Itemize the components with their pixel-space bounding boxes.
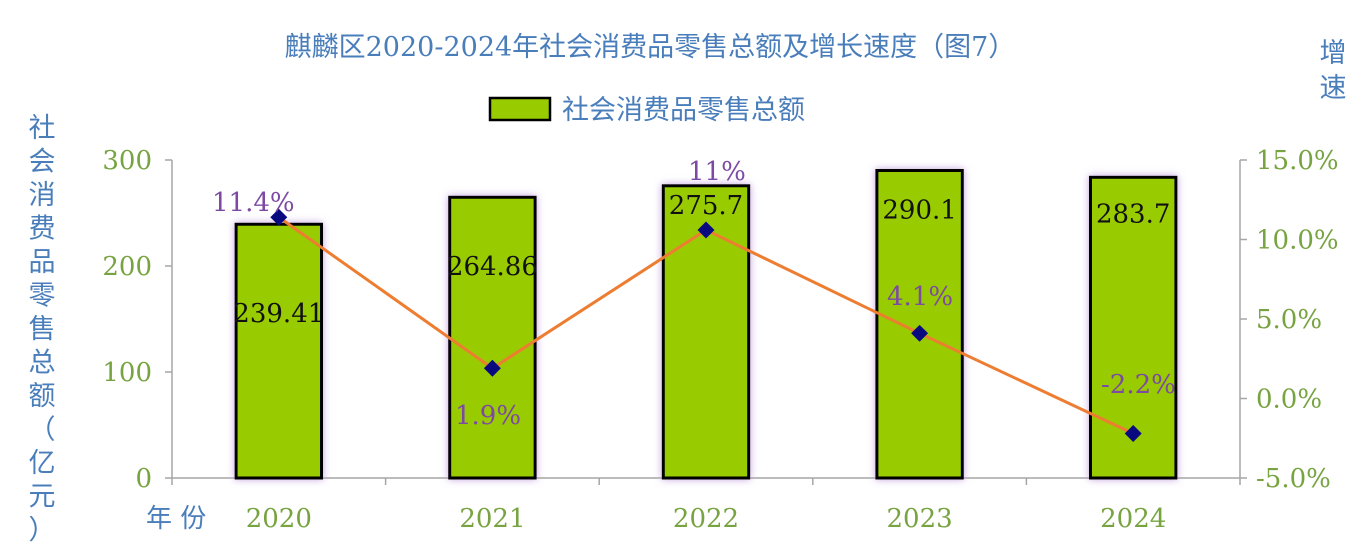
x-tick-label: 2020 — [246, 504, 312, 534]
y-tick-label: 100 — [102, 358, 152, 388]
growth-data-label: 11.4% — [212, 188, 295, 218]
legend: 社会消费品零售总额 — [488, 95, 805, 126]
y-axis-title-char: 社 — [29, 113, 56, 144]
y-axis-ticks: 0 100 200 300 — [102, 146, 172, 494]
y-axis-title-char: 消 — [29, 180, 56, 211]
bar — [448, 195, 537, 480]
growth-marker — [697, 221, 715, 239]
y-axis-title-char: 元 — [29, 482, 56, 513]
y-tick-label: 200 — [102, 252, 152, 282]
bar-data-label: 290.1 — [882, 195, 956, 225]
growth-marker — [270, 208, 288, 226]
bar-data-label: 283.7 — [1096, 199, 1170, 229]
y-tick-label: 0 — [135, 464, 152, 494]
y2-tick-label: 10.0% — [1256, 226, 1339, 256]
bar — [875, 168, 964, 480]
y2-axis-title-char: 增 — [1320, 38, 1347, 69]
x-axis-title: 年 份 — [146, 504, 206, 534]
legend-label: 社会消费品零售总额 — [562, 95, 805, 126]
bar — [661, 184, 751, 480]
x-tick-label: 2024 — [1100, 504, 1166, 534]
y2-tick-label: 0.0% — [1256, 385, 1322, 415]
y-axis-title-char: 亿 — [29, 448, 56, 479]
y-tick-label: 300 — [102, 146, 152, 176]
x-tick-label: 2022 — [673, 504, 739, 534]
y-axis-title-char: 费 — [29, 214, 56, 245]
bar-labels: 239.41 264.86 275.7 290.1 283.7 — [233, 191, 1170, 329]
growth-data-label: 11% — [688, 157, 746, 187]
x-tick-label: 2023 — [887, 504, 953, 534]
growth-marker — [483, 359, 501, 377]
growth-data-label: 4.1% — [887, 282, 953, 312]
x-tick-label: 2021 — [459, 504, 525, 534]
bar-data-label: 239.41 — [233, 299, 324, 329]
x-axis-ticks: 2020 2021 2022 2023 2024 — [171, 478, 1241, 534]
y-axis-title-char: （ — [29, 415, 56, 446]
growth-labels: 11.4% 1.9% 11% 4.1% -2.2% — [212, 157, 1176, 431]
growth-data-label: 1.9% — [455, 401, 521, 431]
y-axis-title-char: 零 — [29, 281, 56, 312]
y2-tick-label: 15.0% — [1256, 146, 1339, 176]
y-axis-title-char: 额 — [29, 381, 56, 412]
y-axis-title-char: ） — [29, 515, 56, 546]
y-axis-title: 社会消费品零售总额（亿元） — [29, 113, 56, 546]
bar — [234, 222, 324, 480]
chart-title: 麒麟区2020-2024年社会消费品零售总额及增长速度（图7） — [285, 32, 1016, 63]
growth-data-label: -2.2% — [1101, 370, 1176, 400]
y-axis-title-char: 售 — [29, 314, 56, 345]
bar-data-label: 275.7 — [669, 191, 743, 221]
y2-axis-title-char: 速 — [1320, 73, 1347, 104]
growth-marker — [911, 324, 929, 342]
bar-data-label: 264.86 — [447, 252, 538, 282]
y2-axis-title: 增速 — [1320, 38, 1347, 104]
legend-swatch — [488, 96, 552, 122]
y-axis-title-char: 总 — [29, 348, 56, 379]
y2-tick-label: -5.0% — [1256, 464, 1331, 494]
bars — [234, 168, 1178, 480]
y2-tick-label: 5.0% — [1256, 305, 1322, 335]
y-axis-title-char: 会 — [29, 147, 56, 178]
y-axis-title-char: 品 — [29, 247, 56, 278]
y2-axis-ticks: -5.0% 0.0% 5.0% 10.0% 15.0% — [1240, 146, 1339, 494]
